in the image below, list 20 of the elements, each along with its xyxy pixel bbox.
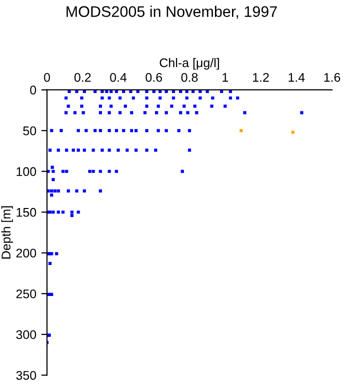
- x-axis-title: Chl-a [μg/l]: [160, 58, 219, 70]
- x-tick-label: 1.2: [253, 72, 269, 82]
- x-tick-label: 0.2: [74, 72, 91, 82]
- x-tick-label: 1.4: [288, 73, 305, 82]
- y-tick-label: 150: [16, 208, 36, 217]
- y-tick-label: 50: [23, 126, 36, 136]
- x-tick-label: 0.4: [110, 72, 127, 82]
- y-tick-label: 200: [16, 248, 36, 258]
- y-tick-label: 0: [30, 86, 36, 95]
- x-tick-label: 0.6: [146, 72, 162, 82]
- y-tick-label: 300: [16, 330, 36, 340]
- chart-title: MODS2005 in November, 1997: [66, 6, 277, 19]
- y-tick-label: 250: [16, 289, 36, 298]
- x-tick-label: 1.6: [324, 72, 340, 82]
- x-tick-label: 0.8: [181, 72, 198, 82]
- x-tick-label: 1: [222, 73, 228, 82]
- y-tick-label: 350: [16, 370, 36, 380]
- x-tick-label: 0: [44, 72, 50, 82]
- y-tick-label: 100: [16, 167, 36, 176]
- y-axis-title: Depth [m]: [1, 206, 13, 259]
